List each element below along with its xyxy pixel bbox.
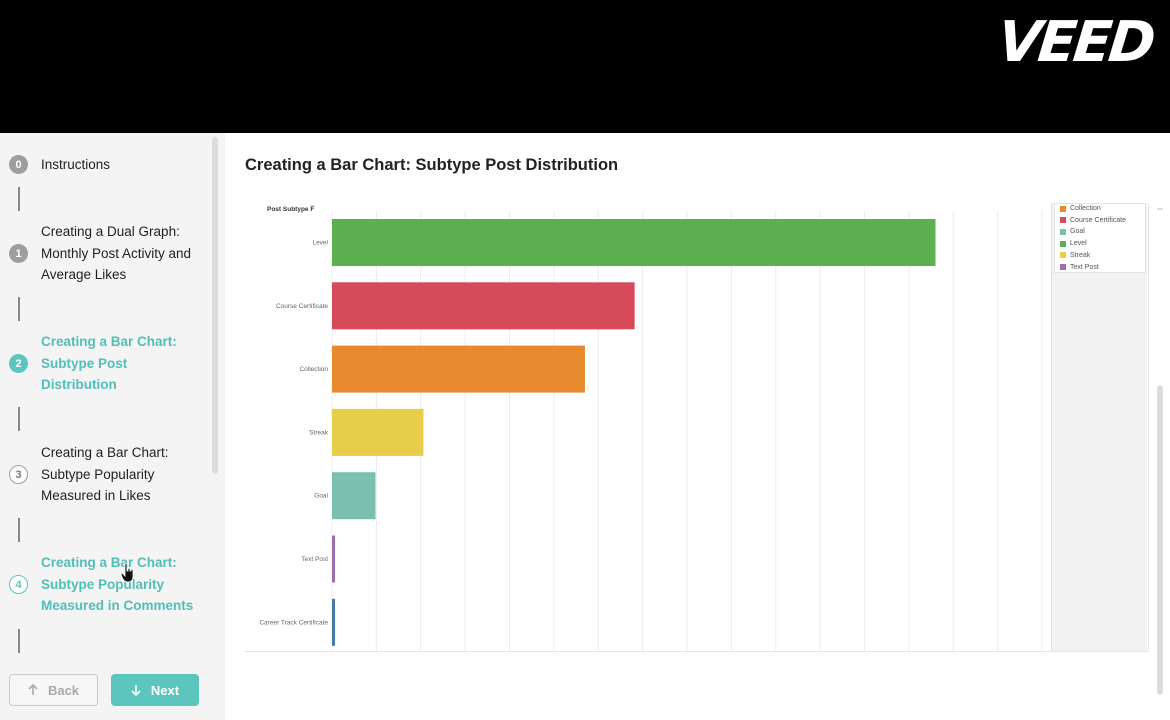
step-label: Creating a Bar Chart: Subtype Post Distr…: [41, 334, 177, 393]
step-number-badge: 2: [9, 354, 28, 373]
legend-swatch: [1060, 228, 1066, 235]
bar: [332, 282, 635, 330]
arrow-down-icon: [131, 685, 141, 696]
step-number-badge: 1: [9, 244, 28, 263]
category-tick-label: Text Post: [301, 556, 328, 563]
step-label: Creating a Bar Chart: Subtype Popularity…: [41, 555, 194, 614]
legend-swatch: [1060, 205, 1066, 212]
legend-swatch: [1060, 264, 1066, 270]
main-content: Creating a Bar Chart: Subtype Post Distr…: [225, 133, 1170, 720]
step-label: Creating a Bar Chart: Subtype Popularity…: [41, 445, 169, 504]
video-top-bar: VEED: [0, 0, 1170, 133]
bar-chart: Post Subtype F̅ Level Course Certificate Co…: [259, 205, 1043, 652]
category-tick-label: Goal: [314, 493, 328, 500]
sidebar: 0 Instructions 1 Creating a Dual Graph: …: [0, 133, 225, 720]
legend-item[interactable]: Collection: [1060, 205, 1101, 212]
legend-item[interactable]: Level: [1060, 240, 1087, 247]
next-button[interactable]: Next: [111, 674, 199, 706]
step-connector: [18, 518, 20, 542]
legend-label: Goal: [1070, 228, 1085, 236]
legend-item[interactable]: Goal: [1060, 228, 1085, 235]
category-tick-label: Career Track Certificate: [259, 619, 328, 626]
arrow-up-icon: [28, 684, 38, 695]
category-tick-label: Course Certificate: [276, 303, 328, 310]
chart-legend: Collection Course Certificate Goal Level Str…: [1054, 203, 1146, 273]
bar: [332, 408, 424, 456]
bar: [332, 219, 936, 266]
app-window: 0 Instructions 1 Creating a Dual Graph: …: [0, 133, 1170, 720]
bar: [332, 598, 335, 646]
legend-panel: Collection Course Certificate Goal Level Str…: [1051, 203, 1147, 651]
step-label: Creating a Dual Graph: Monthly Post Acti…: [41, 224, 192, 283]
bar: [332, 345, 585, 393]
bar: [332, 535, 335, 583]
legend-item[interactable]: Streak: [1060, 252, 1090, 259]
scrollbar-top-cap: [1157, 208, 1163, 210]
step-number-badge: 0: [9, 155, 28, 174]
step-connector: [18, 407, 20, 431]
step-connector: [18, 187, 20, 211]
step-label: Instructions: [41, 157, 111, 172]
category-tick-label: Collection: [299, 366, 328, 373]
main-scrollbar[interactable]: [1157, 385, 1163, 695]
legend-swatch: [1060, 252, 1066, 259]
veed-logo: VEED: [994, 10, 1156, 75]
back-button-label: Back: [47, 682, 80, 698]
sidebar-scrollbar[interactable]: [212, 137, 218, 474]
y-axis-title: Post Subtype F̅: [267, 205, 314, 213]
chart-frame: Post Subtype F̅ Level Course Certificate Co…: [245, 203, 1149, 652]
step-connector: [18, 629, 20, 653]
mouse-cursor-icon: [121, 563, 134, 583]
legend-item[interactable]: Course Certificate: [1060, 217, 1126, 224]
legend-label: Streak: [1070, 251, 1091, 259]
legend-label: Level: [1070, 240, 1087, 248]
bar: [332, 472, 376, 520]
category-tick-label: Level: [312, 240, 328, 247]
step-number-badge: 3: [9, 465, 28, 484]
legend-swatch: [1060, 240, 1066, 247]
step-connector: [18, 297, 20, 321]
legend-label: Course Certificate: [1070, 216, 1127, 224]
legend-label: Text Post: [1070, 263, 1099, 271]
back-button[interactable]: Back: [9, 674, 98, 706]
step-number-badge: 4: [9, 575, 28, 594]
page-title: Creating a Bar Chart: Subtype Post Distr…: [245, 156, 619, 174]
legend-label: Collection: [1070, 205, 1101, 212]
legend-swatch: [1060, 217, 1066, 224]
legend-item[interactable]: Text Post: [1060, 264, 1099, 271]
category-tick-label: Streak: [309, 429, 329, 436]
next-button-label: Next: [150, 682, 180, 698]
